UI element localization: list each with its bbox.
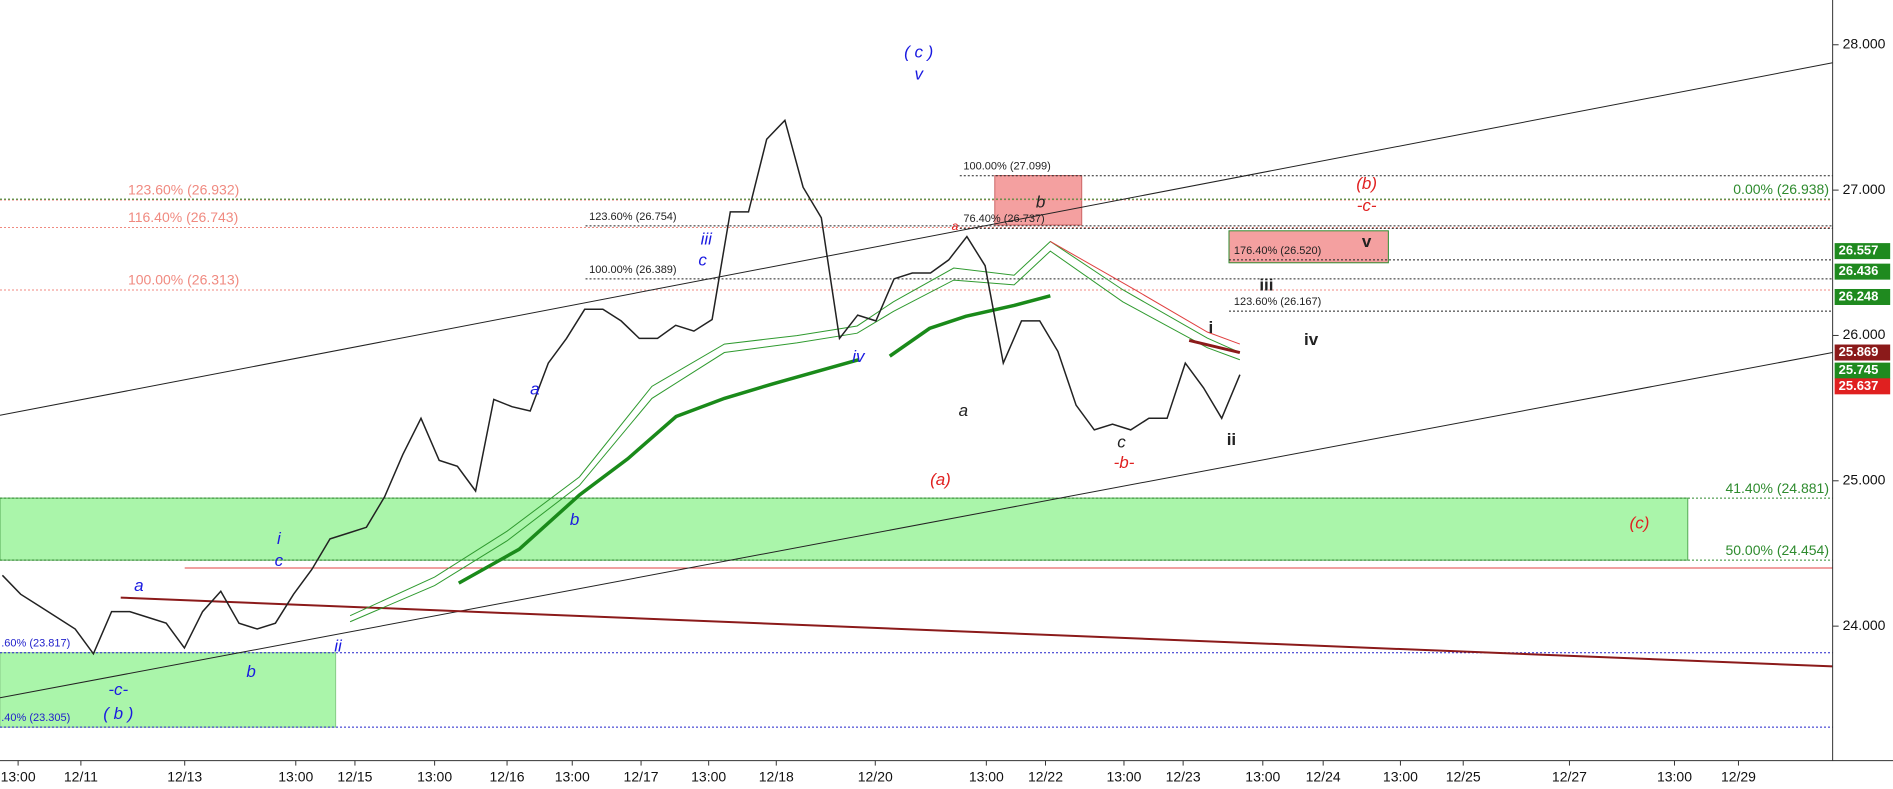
moving-average: [349, 250, 1241, 623]
moving-average: [349, 240, 1241, 617]
wave-label: c: [275, 551, 284, 570]
wave-label: -c-: [1357, 196, 1377, 215]
price-tag: [1834, 378, 1891, 395]
fib-label: 123.60% (26.754): [589, 211, 676, 223]
x-tick-label: 13:00: [1106, 768, 1141, 784]
fib-label: 100.00% (27.099): [963, 161, 1050, 173]
x-tick-label: 13:00: [1245, 768, 1280, 784]
wave-label: b: [246, 662, 255, 681]
wave-label: a: [952, 219, 959, 233]
wave-label: ( c ): [904, 43, 933, 62]
wave-label: -b-: [1114, 453, 1135, 472]
fib-label: .60% (23.817): [1, 638, 70, 650]
target-zone: [0, 497, 1689, 561]
wave-label: iv: [1304, 330, 1319, 349]
x-tick-label: 13:00: [969, 768, 1004, 784]
wave-label: (b): [1356, 174, 1377, 193]
y-tick-label: 28.000: [1843, 35, 1886, 51]
fib-label: 123.60% (26.167): [1234, 296, 1321, 308]
trend-line: [0, 352, 1833, 699]
wave-label: ( b ): [103, 704, 133, 723]
wave-label: v: [1362, 232, 1372, 251]
wave-label: b: [570, 510, 579, 529]
wave-label: i: [277, 529, 282, 548]
x-tick-label: 12/24: [1306, 768, 1341, 784]
resistance-box: [1228, 230, 1389, 264]
trend-line: [0, 62, 1833, 416]
price-tag: [1834, 263, 1891, 280]
x-tick-label: 12/20: [858, 768, 893, 784]
resistance-box: [994, 175, 1083, 226]
price-tag-label: 25.869: [1839, 344, 1879, 359]
x-tick-label: 12/25: [1446, 768, 1481, 784]
x-tick-label: 12/11: [64, 768, 98, 784]
price-tag-label: 26.248: [1839, 288, 1879, 303]
price-line: [1, 118, 1241, 656]
x-tick-label: 13:00: [278, 768, 313, 784]
wave-label: ii: [1227, 430, 1236, 449]
price-tag: [1834, 362, 1891, 379]
price-tag-label: 25.745: [1839, 362, 1879, 377]
price-tag: [1834, 344, 1891, 361]
x-tick-label: 12/16: [490, 768, 525, 784]
target-zone: [0, 652, 337, 728]
wave-label: (a): [930, 470, 951, 489]
fib-label: 123.60% (26.932): [128, 182, 239, 198]
fib-label: 100.00% (26.389): [589, 264, 676, 276]
wave-label: iii: [1259, 276, 1273, 295]
x-tick-label: 12/17: [624, 768, 659, 784]
wave-label: ii: [334, 637, 343, 656]
fib-label: 76.40% (26.737): [963, 213, 1044, 225]
x-tick-label: 13:00: [1, 768, 36, 784]
wave-label: iii: [701, 230, 714, 249]
y-tick-label: 25.000: [1843, 471, 1886, 487]
x-tick-label: 12/22: [1028, 768, 1063, 784]
price-tag: [1834, 243, 1891, 260]
wave-label: c: [1117, 433, 1126, 452]
fib-label: 41.40% (24.881): [1725, 480, 1829, 496]
price-tag: [1834, 288, 1891, 305]
fib-label: .40% (23.305): [1, 712, 70, 724]
trend-line: [120, 596, 1833, 668]
moving-average: [888, 294, 1051, 358]
fib-label: 100.00% (26.313): [128, 272, 239, 288]
price-tag-label: 25.637: [1839, 378, 1879, 393]
moving-average: [1050, 241, 1241, 345]
x-tick-label: 13:00: [1383, 768, 1418, 784]
price-tag-label: 26.436: [1839, 263, 1879, 278]
moving-average: [1188, 338, 1241, 354]
wave-label: -c-: [108, 680, 128, 699]
x-tick-label: 13:00: [555, 768, 590, 784]
price-tag-label: 26.557: [1839, 243, 1879, 258]
x-tick-label: 12/27: [1552, 768, 1587, 784]
wave-label: b: [1036, 192, 1045, 211]
x-tick-label: 13:00: [417, 768, 452, 784]
wave-label: a: [134, 576, 143, 595]
wave-label: a: [530, 379, 539, 398]
wave-label: c: [698, 250, 707, 269]
fib-label: 50.00% (24.454): [1725, 542, 1829, 558]
wave-label: (c): [1630, 513, 1650, 532]
moving-average: [457, 358, 859, 585]
fib-label: 0.00% (26.938): [1733, 181, 1829, 197]
x-tick-label: 12/29: [1721, 768, 1756, 784]
x-tick-label: 12/13: [167, 768, 202, 784]
wave-label: v: [914, 64, 924, 83]
y-tick-label: 27.000: [1843, 181, 1886, 197]
wave-label: a: [959, 401, 968, 420]
x-tick-label: 13:00: [691, 768, 726, 784]
x-tick-label: 12/23: [1166, 768, 1201, 784]
x-tick-label: 12/15: [337, 768, 372, 784]
wave-label: i: [1209, 318, 1214, 337]
fib-label: 116.40% (26.743): [128, 209, 238, 225]
wave-label: iv: [852, 347, 866, 366]
fib-label: 176.40% (26.520): [1234, 245, 1321, 257]
y-tick-label: 26.000: [1843, 326, 1886, 342]
x-tick-label: 12/18: [759, 768, 794, 784]
y-tick-label: 24.000: [1843, 617, 1886, 633]
x-tick-label: 13:00: [1657, 768, 1692, 784]
